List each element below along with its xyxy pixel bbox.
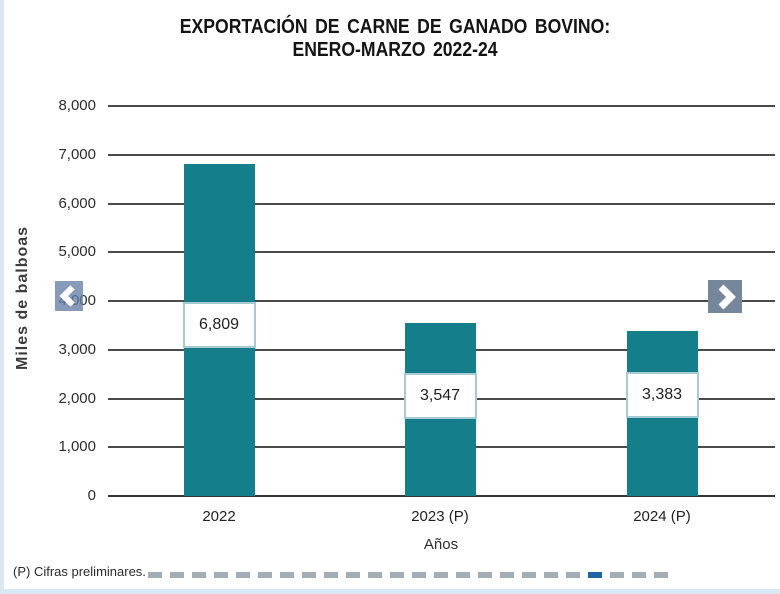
carousel-prev-button[interactable] <box>55 281 83 311</box>
dash <box>170 572 184 578</box>
gridline <box>108 202 775 205</box>
bar-value-label: 3,383 <box>625 372 699 418</box>
chart-title-line1: EXPORTACIÓN DE CARNE DE GANADO BOVINO: <box>179 16 611 38</box>
y-tick-label: 7,000 <box>58 145 96 163</box>
dash <box>456 572 470 578</box>
x-tick-label: 2022 <box>202 508 236 525</box>
bar-value-label: 6,809 <box>182 302 256 348</box>
page-edge-bottom <box>0 589 780 594</box>
y-tick-label: 2,000 <box>58 389 96 407</box>
y-tick-label: 5,000 <box>58 243 96 261</box>
plot-area: 6,809 3,547 3,383 <box>108 105 775 497</box>
carousel-next-button[interactable] <box>708 280 742 313</box>
chart-title-line2: ENERO-MARZO 2022-24 <box>292 39 498 61</box>
dash <box>390 572 404 578</box>
dash <box>434 572 448 578</box>
dash <box>346 572 360 578</box>
dash <box>544 572 558 578</box>
chevron-right-icon <box>718 284 736 309</box>
x-axis-title: Años <box>423 536 459 553</box>
dash <box>368 572 382 578</box>
dash <box>566 572 580 578</box>
y-tick-label: 1,000 <box>58 438 96 456</box>
gridline <box>108 495 775 497</box>
dash <box>500 572 514 578</box>
gridline <box>108 251 775 254</box>
y-tick-label: 0 <box>87 487 96 504</box>
bar-value-label: 3,547 <box>403 373 477 419</box>
dash <box>478 572 492 578</box>
dash <box>148 572 162 578</box>
dashed-rule <box>148 572 668 578</box>
dash <box>654 572 668 578</box>
dash <box>236 572 250 578</box>
y-tick-label: 6,000 <box>58 194 96 212</box>
dash <box>258 572 272 578</box>
gridline <box>108 300 775 302</box>
dash <box>324 572 338 578</box>
y-tick-label: 8,000 <box>58 97 96 114</box>
dash-accent <box>588 572 602 578</box>
gridline <box>108 105 775 107</box>
gridline <box>108 153 775 156</box>
dash <box>522 572 536 578</box>
chart-title: EXPORTACIÓN DE CARNE DE GANADO BOVINO: E… <box>56 16 734 62</box>
chevron-left-icon <box>59 285 75 307</box>
dash <box>214 572 228 578</box>
x-tick-label: 2023 (P) <box>411 508 469 525</box>
dash <box>192 572 206 578</box>
dash <box>280 572 294 578</box>
dash <box>302 572 316 578</box>
y-tick-label: 3,000 <box>58 340 96 358</box>
footnote: (P) Cifras preliminares. <box>13 564 146 579</box>
dash <box>632 572 646 578</box>
page-edge-left <box>0 0 4 594</box>
x-tick-label: 2024 (P) <box>633 508 691 525</box>
dash <box>412 572 426 578</box>
dash <box>610 572 624 578</box>
